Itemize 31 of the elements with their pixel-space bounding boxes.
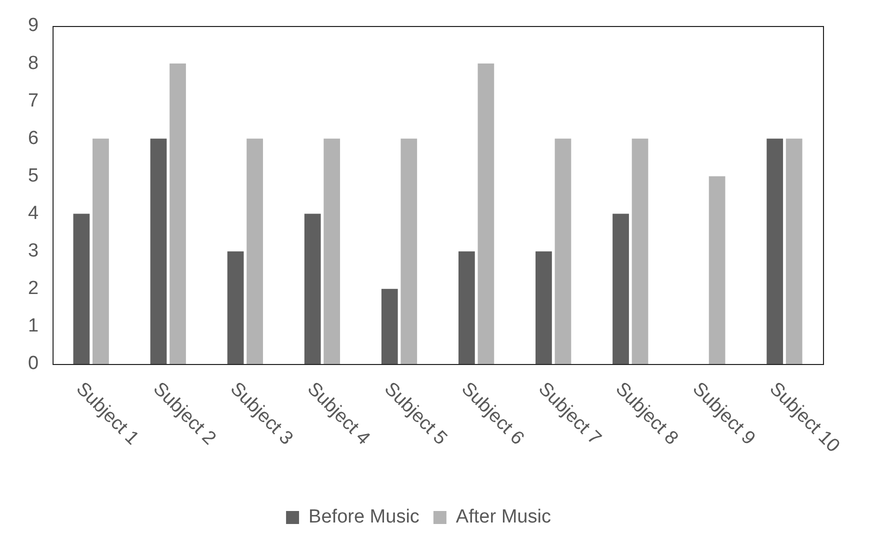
y-tick-label: 3	[28, 240, 39, 262]
bar	[708, 176, 726, 364]
bar	[478, 64, 494, 364]
bar	[150, 138, 167, 364]
bar	[612, 214, 629, 364]
bar	[458, 251, 475, 364]
bar	[400, 138, 418, 364]
bar	[766, 138, 784, 364]
y-tick-label: 7	[28, 90, 39, 112]
y-tick-label: 4	[28, 203, 39, 224]
bar	[73, 214, 90, 364]
bar	[304, 214, 321, 364]
legend-label: Before Music	[308, 506, 420, 528]
y-tick-label: 8	[28, 52, 39, 74]
y-tick-label: 5	[28, 165, 39, 186]
bar	[381, 288, 398, 364]
y-tick-label: 9	[28, 15, 39, 36]
bar	[246, 138, 263, 364]
y-tick-label: 1	[28, 316, 39, 337]
y-tick-label: 2	[28, 278, 39, 300]
y-tick-label: 0	[28, 353, 39, 374]
bar	[632, 138, 648, 364]
bar	[786, 138, 802, 364]
bar	[554, 138, 572, 364]
bar	[170, 64, 186, 364]
bar	[536, 251, 552, 364]
y-tick-label: 6	[28, 128, 39, 149]
bar	[227, 251, 244, 364]
bar	[324, 138, 340, 364]
legend-label: After Music	[456, 506, 551, 528]
bar	[92, 138, 109, 364]
